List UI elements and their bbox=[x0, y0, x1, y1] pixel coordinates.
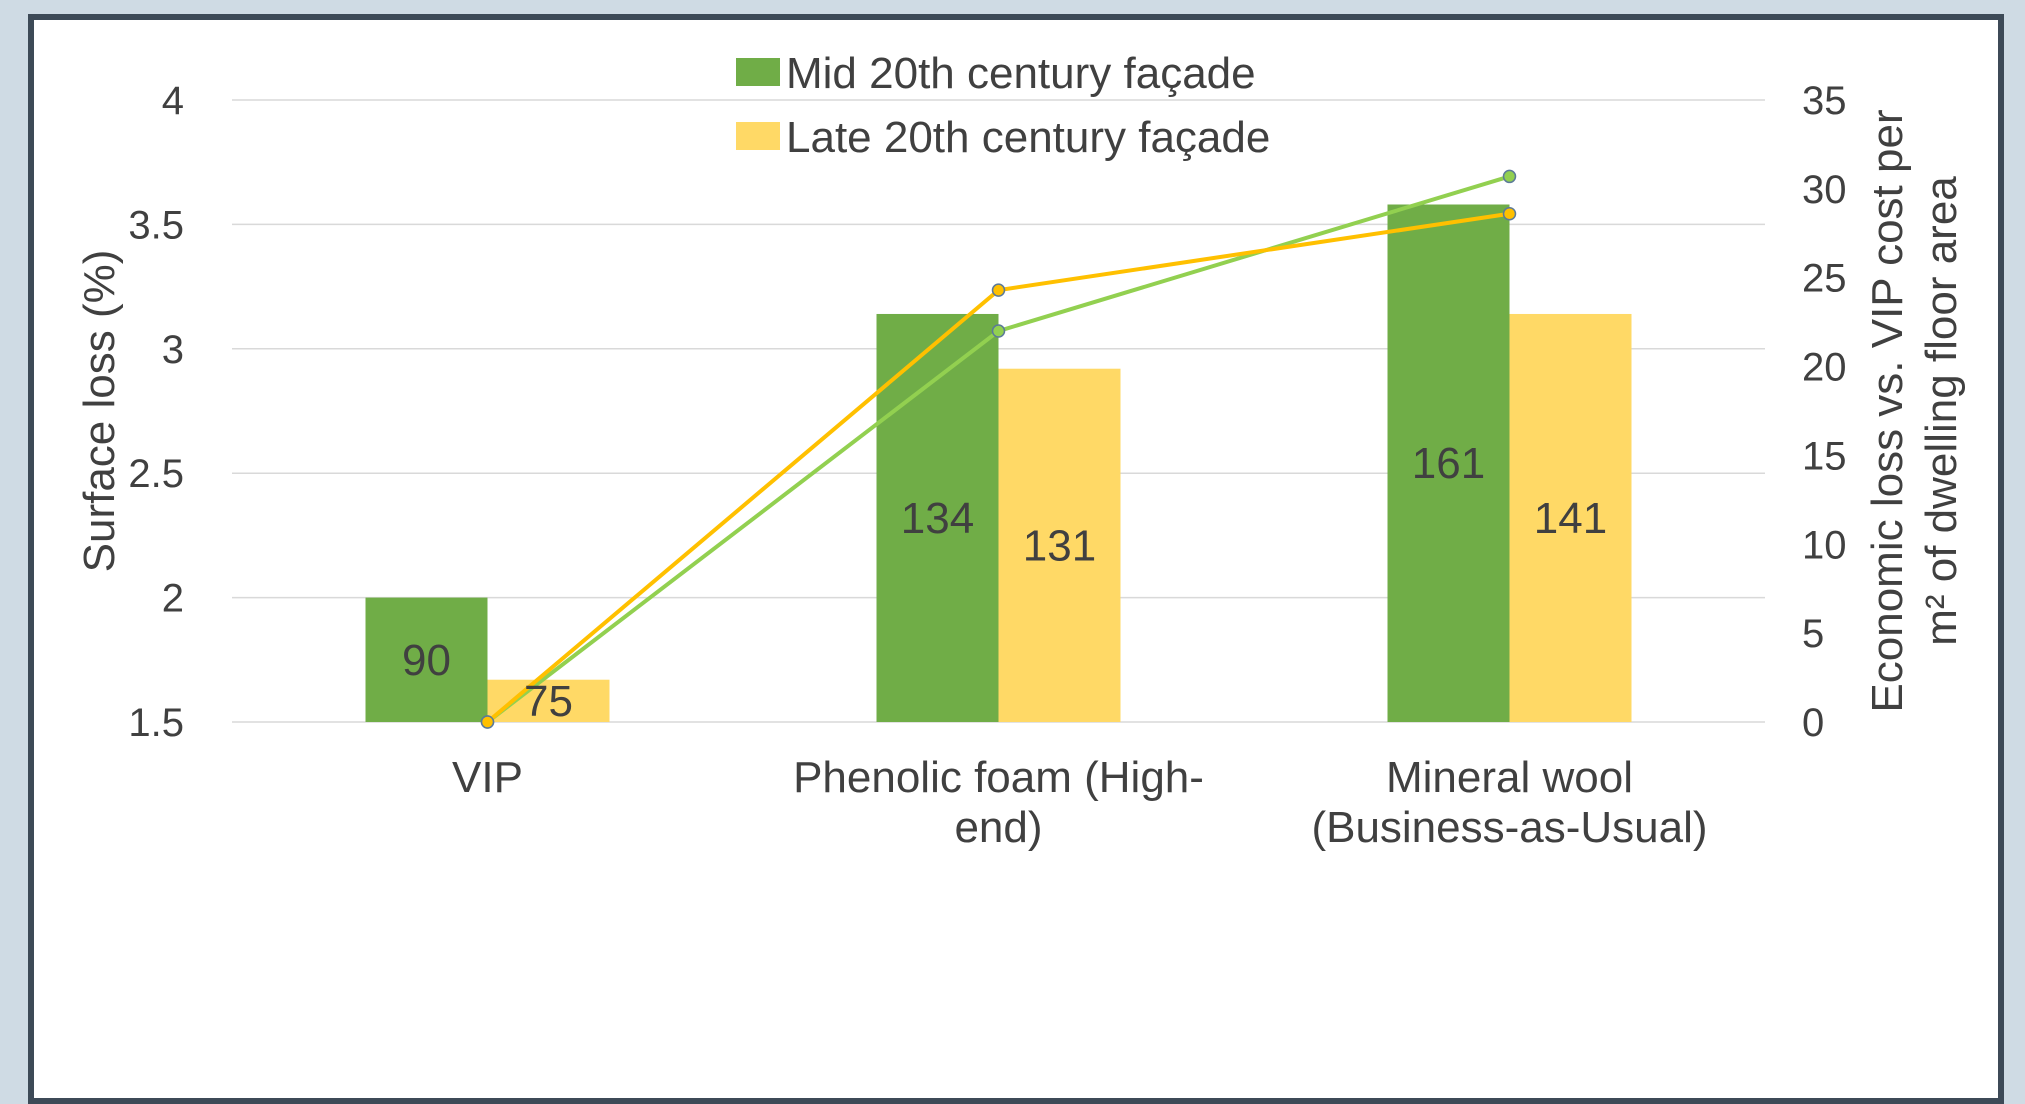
line-marker bbox=[991, 283, 1006, 297]
line-marker bbox=[480, 715, 495, 729]
line-marker bbox=[1502, 169, 1517, 184]
y-axis-title: Surface loss (%) bbox=[75, 250, 124, 573]
chart-svg: 90 134 161 75 131 141 1.5 2 2.5 3 3.5 4 0 5 10 15 20 25 3… bbox=[75, 49, 1966, 852]
bar bbox=[365, 597, 488, 722]
bar bbox=[876, 313, 999, 722]
bar bbox=[998, 368, 1121, 722]
line-marker bbox=[991, 324, 1006, 338]
axes: 1.5 2 2.5 3 3.5 4 0 5 10 15 20 25 30 35 VIP Phenolic fo… bbox=[75, 79, 1966, 852]
chart-frame: 90 134 161 75 131 141 1.5 2 2.5 3 3.5 4 0 5 10 15 20 25 3… bbox=[28, 14, 2004, 1104]
bar bbox=[1509, 313, 1632, 722]
data-label: 75 bbox=[524, 677, 573, 726]
y2-tick-label: 15 bbox=[1802, 434, 1847, 478]
legend-swatch bbox=[736, 58, 780, 86]
series-lines bbox=[480, 169, 1517, 729]
y2-tick-label: 20 bbox=[1802, 346, 1847, 390]
bars bbox=[365, 204, 1632, 723]
legend: Mid 20th century façade Late 20th century… bbox=[736, 49, 1270, 162]
bar bbox=[487, 679, 610, 722]
category-label: Phenolic foam (High- bbox=[793, 753, 1204, 802]
data-label: 90 bbox=[402, 636, 451, 685]
bar bbox=[1387, 204, 1510, 723]
data-label: 131 bbox=[1023, 521, 1096, 570]
data-label: 134 bbox=[901, 494, 974, 543]
category-label: (Business-as-Usual) bbox=[1311, 803, 1707, 852]
y-tick-label: 1.5 bbox=[128, 701, 184, 745]
y-tick-label: 2 bbox=[162, 577, 184, 621]
y2-axis-title: m² of dwelling floor area bbox=[1917, 176, 1966, 646]
category-label: end) bbox=[954, 803, 1042, 852]
data-label: 161 bbox=[1412, 439, 1485, 488]
category-label: VIP bbox=[452, 753, 523, 802]
y2-tick-label: 25 bbox=[1802, 257, 1847, 301]
y2-axis-title: Economic loss vs. VIP cost per bbox=[1863, 109, 1912, 712]
data-labels: 90 134 161 75 131 141 bbox=[402, 439, 1607, 726]
data-label: 141 bbox=[1534, 494, 1607, 543]
y-tick-label: 3 bbox=[162, 328, 184, 372]
legend-swatch bbox=[736, 122, 780, 150]
y2-tick-label: 30 bbox=[1802, 168, 1847, 212]
line-marker bbox=[1502, 206, 1517, 221]
y2-tick-label: 10 bbox=[1802, 523, 1847, 567]
y2-tick-label: 35 bbox=[1802, 79, 1847, 123]
y-tick-label: 2.5 bbox=[128, 452, 184, 496]
y2-tick-label: 0 bbox=[1802, 701, 1824, 745]
legend-label: Mid 20th century façade bbox=[786, 49, 1256, 98]
category-label: Mineral wool bbox=[1386, 753, 1633, 802]
y2-tick-label: 5 bbox=[1802, 612, 1824, 656]
legend-label: Late 20th century façade bbox=[786, 113, 1270, 162]
y-tick-label: 4 bbox=[162, 79, 184, 123]
y-tick-label: 3.5 bbox=[128, 203, 184, 247]
